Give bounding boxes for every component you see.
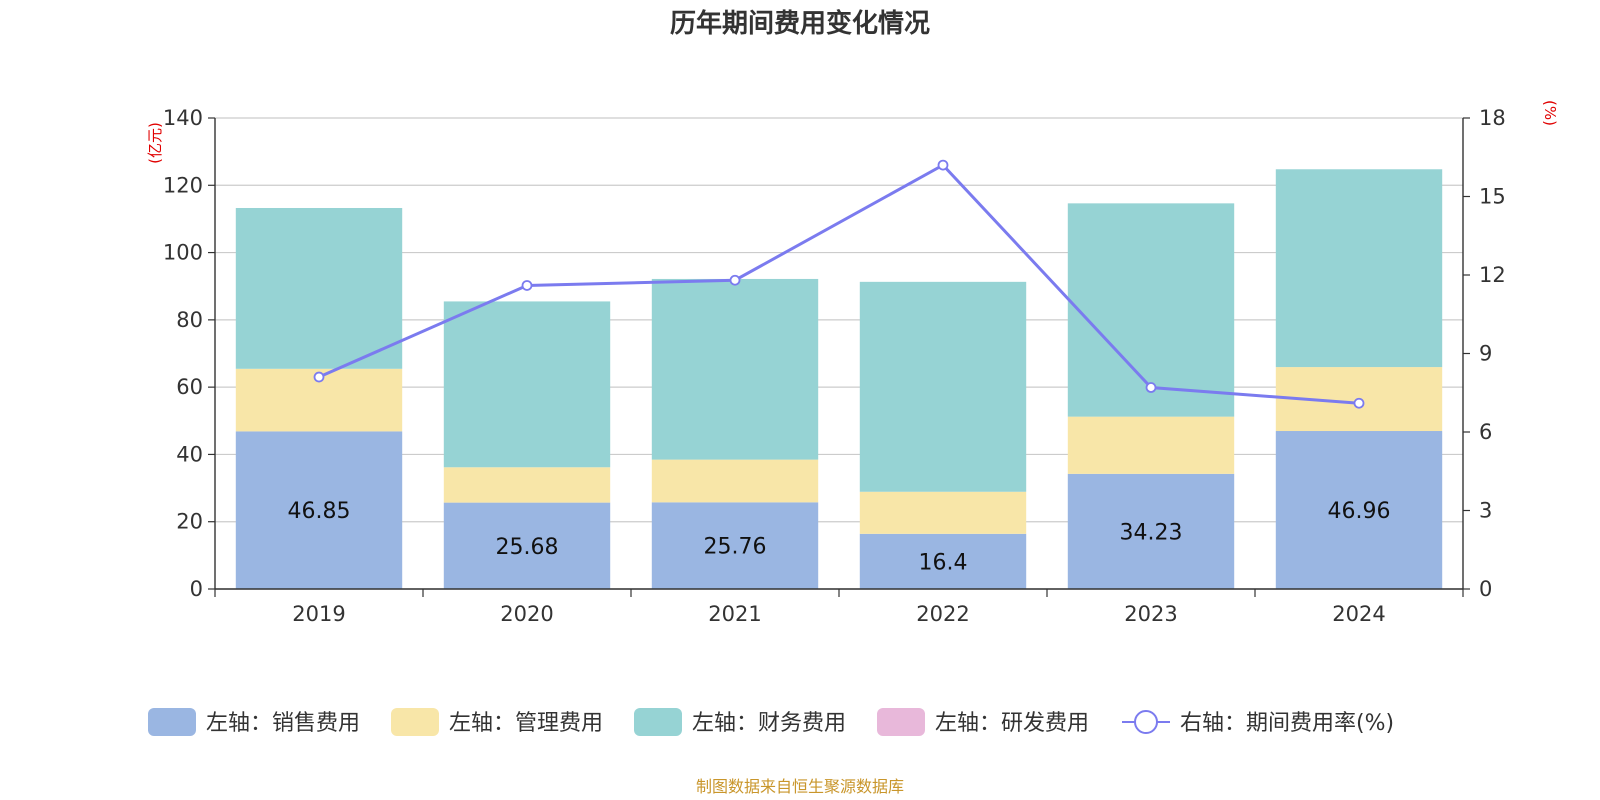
legend-swatch <box>148 708 196 736</box>
right-tick-label: 0 <box>1479 577 1492 601</box>
bar-value-label: 16.4 <box>919 550 968 575</box>
rate-point <box>1353 397 1365 409</box>
bar-segment <box>1067 416 1235 474</box>
right-tick-label: 9 <box>1479 342 1492 366</box>
x-tick-label: 2022 <box>916 602 969 626</box>
legend-swatch <box>391 708 439 736</box>
legend-marker <box>1134 710 1158 734</box>
left-tick-label: 60 <box>176 375 203 399</box>
bar-value-label: 25.68 <box>496 535 559 560</box>
bar-segment <box>859 533 1027 589</box>
right-tick-label: 18 <box>1479 106 1506 130</box>
legend-label: 左轴：研发费用 <box>935 711 1089 736</box>
left-tick-label: 80 <box>176 308 203 332</box>
x-tick-label: 2021 <box>708 602 761 626</box>
bar-segment <box>651 278 819 460</box>
bar-segment <box>1067 473 1235 589</box>
bar-segment <box>235 431 403 589</box>
rate-point <box>729 274 741 286</box>
bar-segment <box>443 301 611 468</box>
right-tick-label: 3 <box>1479 499 1492 523</box>
bar-value-label: 46.96 <box>1328 499 1391 524</box>
left-tick-label: 40 <box>176 442 203 466</box>
left-tick-label: 20 <box>176 510 203 534</box>
rate-line <box>318 163 1360 405</box>
bar-value-label: 46.85 <box>288 499 351 524</box>
right-tick-label: 12 <box>1479 263 1506 287</box>
rate-point <box>313 371 325 383</box>
left-tick-label: 140 <box>163 106 203 130</box>
bar-segment <box>1275 169 1443 368</box>
legend: 左轴：销售费用 左轴：管理费用 左轴：财务费用 左轴：研发费用 右轴：期间费用率(%) <box>148 708 1394 736</box>
bar-value-label: 34.23 <box>1120 520 1183 545</box>
expense-rate-line <box>313 159 1365 409</box>
rate-point <box>937 159 949 171</box>
right-axis-unit: (%) <box>1541 100 1559 126</box>
chart-title: 历年期间费用变化情况 <box>670 8 930 39</box>
x-tick-label: 2024 <box>1332 602 1385 626</box>
right-tick-label: 15 <box>1479 185 1506 209</box>
legend-label: 左轴：销售费用 <box>206 711 360 736</box>
bar-value-label: 25.76 <box>704 535 767 560</box>
bar-segment <box>443 467 611 503</box>
bar-value-labels: 46.85 25.68 25.76 16.4 34.23 46.96 <box>288 499 1391 575</box>
left-tick-label: 120 <box>163 173 203 197</box>
bar-series <box>235 169 1443 589</box>
bar-segment <box>859 491 1027 534</box>
bar-segment <box>651 459 819 503</box>
bar-segment <box>859 281 1027 492</box>
bar-segment <box>235 207 403 369</box>
right-tick-label: 6 <box>1479 420 1492 444</box>
legend-swatch <box>877 708 925 736</box>
left-axis-unit: (亿元) <box>146 122 164 164</box>
data-source-note: 制图数据来自恒生聚源数据库 <box>696 777 904 796</box>
left-tick-label: 100 <box>163 241 203 265</box>
legend-label: 左轴：财务费用 <box>692 711 846 736</box>
legend-swatch <box>634 708 682 736</box>
axes: 0 20 40 60 80 100 120 140 0 3 6 9 12 15 18 2019 2020 2021… <box>146 100 1559 626</box>
x-tick-label: 2019 <box>292 602 345 626</box>
legend-label: 左轴：管理费用 <box>449 711 603 736</box>
grid-lines <box>215 117 1463 590</box>
bar-segment <box>1067 203 1235 417</box>
x-tick-label: 2020 <box>500 602 553 626</box>
rate-point <box>521 280 533 291</box>
legend-label: 右轴：期间费用率(%) <box>1180 711 1394 736</box>
bar-segment <box>1275 431 1443 589</box>
bar-segment <box>651 502 819 589</box>
left-tick-label: 0 <box>190 577 203 601</box>
rate-point <box>1145 382 1157 393</box>
x-tick-label: 2023 <box>1124 602 1177 626</box>
bar-segment <box>443 502 611 589</box>
